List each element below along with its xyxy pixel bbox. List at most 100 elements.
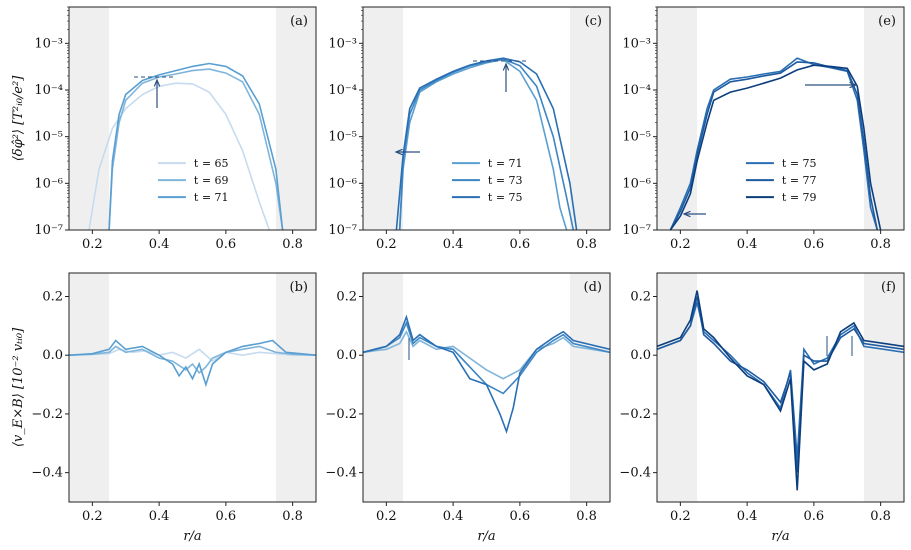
series-line-t69 xyxy=(108,68,284,230)
annotation-arrowhead xyxy=(502,62,510,71)
y-tick-label: −0.2 xyxy=(31,407,63,422)
axes-frame xyxy=(362,272,611,503)
shaded-region xyxy=(863,273,904,502)
shaded-region xyxy=(69,273,110,502)
panel-d: 0.2 0.4 0.6 0.8 −0.4 −0.2 0.0 0.2 (d) r/a xyxy=(325,272,611,544)
x-tick-label: 0.8 xyxy=(870,237,891,252)
x-tick-label: 0.2 xyxy=(670,509,691,524)
y-tick-label: 0.2 xyxy=(336,289,357,304)
panel-label: (a) xyxy=(290,14,308,29)
series-line-t69 xyxy=(69,345,316,374)
series-line-t77 xyxy=(669,61,879,230)
legend-entry: t = 71 xyxy=(194,191,229,204)
x-tick-label: 0.4 xyxy=(737,509,758,524)
legend-entry: t = 73 xyxy=(488,174,523,187)
legend-entry: t = 79 xyxy=(782,191,817,204)
series-group xyxy=(363,314,610,435)
panel-label: (c) xyxy=(585,14,602,29)
y-tick-label: 0.0 xyxy=(630,348,651,363)
x-tick-label: 0.8 xyxy=(576,237,597,252)
annotation-arrowhead xyxy=(849,81,858,89)
panel-label: (f) xyxy=(881,280,896,295)
series-line-t65 xyxy=(69,348,316,363)
shaded-region xyxy=(657,7,698,230)
y-tick-label: 10⁻⁶ xyxy=(328,176,357,191)
x-tick-label: 0.2 xyxy=(82,509,103,524)
x-tick-label: 0.4 xyxy=(149,509,170,524)
y-tick-label: 10⁻³ xyxy=(622,36,651,51)
x-tick-label: 0.8 xyxy=(282,237,303,252)
x-tick-label: 0.6 xyxy=(804,237,825,252)
series-line-t79 xyxy=(657,290,904,491)
y-tick-label: 0.2 xyxy=(42,289,63,304)
y-tick-label: 10⁻⁴ xyxy=(328,83,357,98)
panel-label: (d) xyxy=(584,280,602,295)
annotation-arrowhead xyxy=(394,148,403,156)
y-tick-label: 10⁻⁷ xyxy=(622,223,651,238)
series-line-t73 xyxy=(363,320,610,395)
series-line-t71 xyxy=(363,329,610,380)
y-tick-label: 10⁻⁶ xyxy=(34,176,63,191)
panel-a: 0.2 0.4 0.6 0.8 10⁻⁷ 10⁻⁶ 10⁻⁵ 10⁻⁴ 10⁻³ (a) ⟨δφ̂²… xyxy=(11,6,317,252)
y-tick-label: −0.2 xyxy=(325,407,357,422)
series-line-t75 xyxy=(363,314,610,435)
y-tick-label: 0.0 xyxy=(42,348,63,363)
x-tick-label: 0.8 xyxy=(576,509,597,524)
x-tick-label: 0.2 xyxy=(376,509,397,524)
shaded-region xyxy=(275,7,316,230)
x-tick-label: 0.4 xyxy=(443,509,464,524)
y-tick-label: −0.2 xyxy=(619,407,651,422)
y-tick-label: 10⁻⁵ xyxy=(34,130,63,145)
shaded-region xyxy=(569,273,610,502)
series-line-t79 xyxy=(669,64,882,230)
x-axis-label: r/a xyxy=(183,529,201,544)
x-tick-label: 0.4 xyxy=(149,237,170,252)
y-tick-label: 0.0 xyxy=(336,348,357,363)
x-tick-label: 0.8 xyxy=(282,509,303,524)
legend-entry: t = 71 xyxy=(488,157,523,170)
series-group xyxy=(669,57,882,230)
axes-frame xyxy=(656,272,905,503)
x-tick-label: 0.6 xyxy=(804,509,825,524)
y-tick-label: 10⁻⁴ xyxy=(622,83,651,98)
axes-frame xyxy=(362,6,611,231)
x-tick-label: 0.4 xyxy=(443,237,464,252)
series-line-t65 xyxy=(88,82,271,230)
y-axis-label: ⟨δφ̂²⟩ [T²ᵢ₀/e²] xyxy=(11,75,26,161)
shaded-region xyxy=(275,273,316,502)
shaded-region xyxy=(569,7,610,230)
shaded-region xyxy=(657,273,698,502)
y-tick-label: 10⁻⁷ xyxy=(34,223,63,238)
y-tick-label: 10⁻³ xyxy=(328,36,357,51)
panel-label: (b) xyxy=(290,280,308,295)
panel-b: 0.2 0.4 0.6 0.8 −0.4 −0.2 0.0 0.2 (b) r/a ⟨v_E×B⟩ … xyxy=(11,272,317,544)
series-group xyxy=(88,62,284,230)
series-line-t75 xyxy=(395,57,578,230)
panel-e: 0.2 0.4 0.6 0.8 10⁻⁷ 10⁻⁶ 10⁻⁵ 10⁻⁴ 10⁻³ (e) t = 7… xyxy=(622,6,905,252)
shaded-region xyxy=(69,7,110,230)
panel-f: 0.2 0.4 0.6 0.8 −0.4 −0.2 0.0 0.2 (f) r/a xyxy=(619,272,905,544)
y-tick-label: −0.4 xyxy=(325,466,357,481)
x-tick-label: 0.4 xyxy=(737,237,758,252)
x-tick-label: 0.6 xyxy=(216,237,237,252)
x-tick-label: 0.2 xyxy=(670,237,691,252)
y-tick-label: 0.2 xyxy=(630,289,651,304)
x-axis-label: r/a xyxy=(771,529,789,544)
panel-c: 0.2 0.4 0.6 0.8 10⁻⁷ 10⁻⁶ 10⁻⁵ 10⁻⁴ 10⁻³ (c) t = 7… xyxy=(328,6,611,252)
x-tick-label: 0.2 xyxy=(82,237,103,252)
y-tick-label: 10⁻⁵ xyxy=(622,130,651,145)
shaded-region xyxy=(363,7,404,230)
series-line-t71 xyxy=(398,58,568,230)
axes-frame xyxy=(68,272,317,503)
axes-frame xyxy=(68,6,317,231)
shaded-region xyxy=(363,273,404,502)
series-line-t75 xyxy=(657,302,904,459)
x-axis-label: r/a xyxy=(477,529,495,544)
x-tick-label: 0.6 xyxy=(510,237,531,252)
panel-label: (e) xyxy=(878,14,896,29)
series-line-t77 xyxy=(657,296,904,473)
annotation-arrowhead xyxy=(153,78,161,87)
axes-frame xyxy=(656,6,905,231)
series-group xyxy=(657,290,904,491)
